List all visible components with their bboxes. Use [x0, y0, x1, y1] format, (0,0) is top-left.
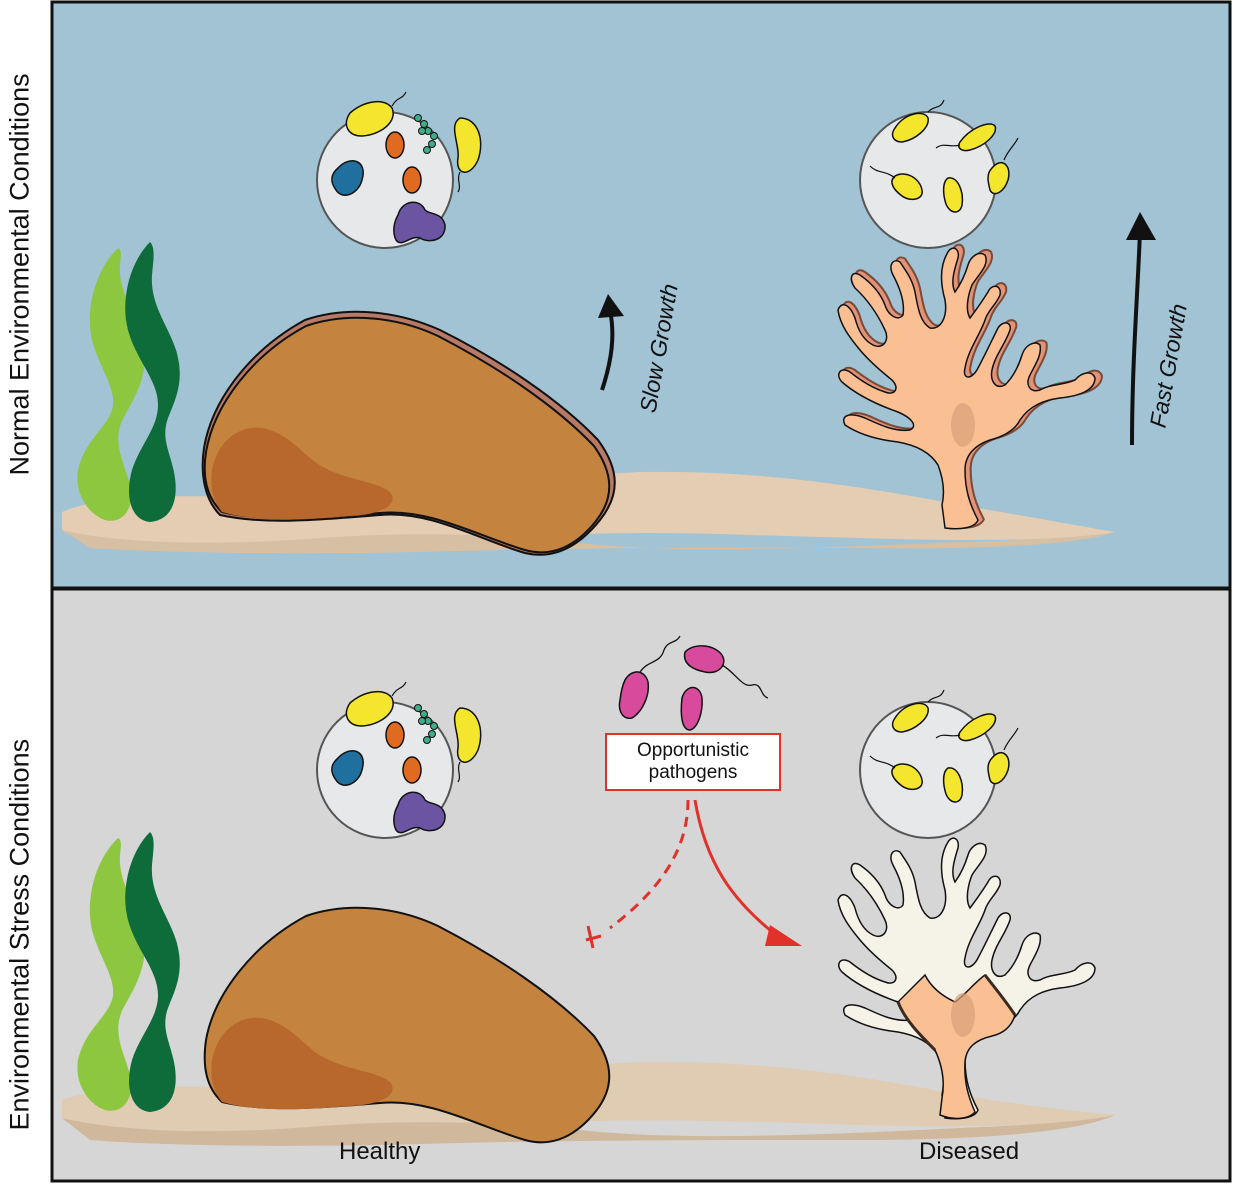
- sand-shadow: [62, 530, 1115, 554]
- massive-coral-stress: [203, 906, 611, 1144]
- fast-growth-arrowhead: [1126, 212, 1156, 240]
- inhibition-dashed-arrow: [609, 799, 690, 930]
- normal-conditions-panel: [50, 0, 1232, 590]
- seagrass-dark-blade: [125, 242, 180, 522]
- slow-growth-arrow: [600, 309, 615, 391]
- microbiome-diverse-stress: [316, 681, 482, 839]
- branching-coral-diseased: [837, 837, 1096, 1120]
- pathogens-line-1: Opportunistic: [637, 740, 749, 761]
- row-label-normal: Normal Environmental Conditions: [4, 73, 35, 476]
- sand-shadow-stress: [62, 1115, 1115, 1146]
- microbiome-uniform-normal: [859, 99, 1019, 249]
- row-label-stress: Environmental Stress Conditions: [4, 738, 35, 1131]
- opportunistic-pathogens-box: Opportunistic pathogens: [605, 733, 781, 791]
- microbiome-diverse-normal: [316, 91, 482, 249]
- microbiome-uniform-stress: [859, 689, 1019, 839]
- inhibition-bar: [586, 925, 595, 949]
- slow-growth-arrowhead: [598, 294, 624, 318]
- fast-growth-arrow: [1130, 229, 1142, 446]
- infection-arrowhead: [765, 925, 802, 946]
- seagrass-dark-blade-stress: [125, 832, 180, 1112]
- pathogen-bacteria: [618, 635, 769, 731]
- stress-conditions-panel: [50, 587, 1232, 1183]
- healthy-label: Healthy: [339, 1138, 421, 1165]
- diseased-label: Diseased: [919, 1138, 1020, 1165]
- infection-arrow: [693, 799, 781, 940]
- branching-coral-healthy: [837, 243, 1103, 530]
- massive-coral-normal: [201, 310, 616, 556]
- pathogens-line-2: pathogens: [648, 762, 738, 783]
